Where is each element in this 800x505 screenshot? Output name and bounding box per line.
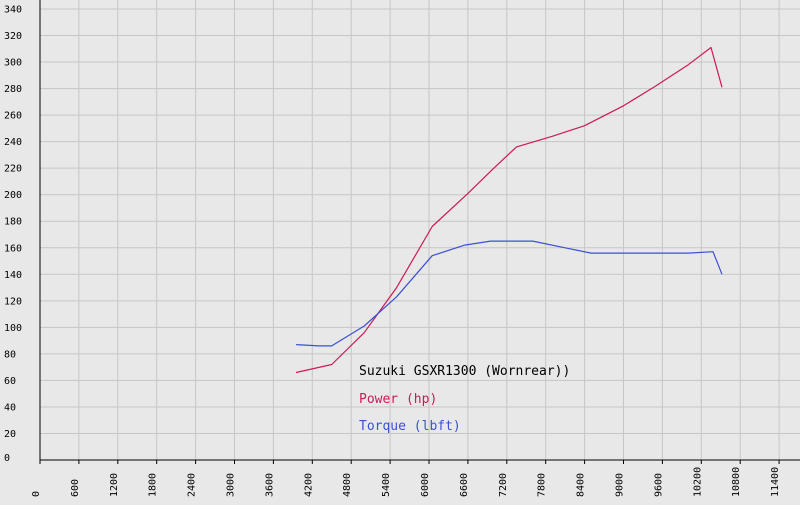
y-tick-label: 280 bbox=[4, 84, 22, 95]
y-tick-label: 320 bbox=[4, 31, 22, 42]
x-tick-label: 0 bbox=[31, 491, 42, 497]
y-tick-label: 0 bbox=[4, 453, 10, 464]
y-tick-labels: 0 20 40 60 80 100 120 140 160 180 200 220 240 260 280 3… bbox=[4, 4, 22, 464]
x-tick-label: 1800 bbox=[148, 473, 159, 497]
x-tick-label: 2400 bbox=[187, 473, 198, 497]
legend: Suzuki GSXR1300 (Wornrear)) Power (hp) T… bbox=[359, 364, 570, 434]
y-tick-label: 80 bbox=[4, 349, 16, 360]
y-tick-label: 140 bbox=[4, 270, 22, 281]
y-tick-label: 240 bbox=[4, 137, 22, 148]
y-tick-label: 220 bbox=[4, 164, 22, 175]
x-tick-label: 6600 bbox=[459, 473, 470, 497]
x-tick-label: 7200 bbox=[498, 473, 509, 497]
x-tick-label: 9000 bbox=[615, 473, 626, 497]
x-tick-label: 9600 bbox=[653, 473, 664, 497]
x-tick-label: 7800 bbox=[537, 473, 548, 497]
x-tick-label: 4200 bbox=[303, 473, 314, 497]
plot-area bbox=[40, 0, 800, 460]
x-tick-label: 10200 bbox=[692, 467, 703, 497]
x-tick-label: 3600 bbox=[264, 473, 275, 497]
x-tick-label: 11400 bbox=[770, 467, 781, 497]
y-tick-label: 60 bbox=[4, 376, 16, 387]
x-tick-label: 5400 bbox=[381, 473, 392, 497]
y-tick-label: 40 bbox=[4, 402, 16, 413]
y-tick-label: 100 bbox=[4, 323, 22, 334]
power-line bbox=[295, 46, 723, 374]
x-tick-label: 600 bbox=[70, 479, 81, 497]
x-tick-label: 8400 bbox=[576, 473, 587, 497]
series-lines bbox=[295, 46, 723, 374]
torque-line bbox=[296, 240, 723, 347]
legend-torque: Torque (lbft) bbox=[359, 419, 461, 434]
grid-lines bbox=[40, 0, 800, 460]
legend-power: Power (hp) bbox=[359, 392, 437, 407]
chart-title: Suzuki GSXR1300 (Wornrear)) bbox=[359, 364, 570, 379]
x-tick-label: 6000 bbox=[420, 473, 431, 497]
x-tick-label: 4800 bbox=[342, 473, 353, 497]
y-tick-label: 200 bbox=[4, 190, 22, 201]
y-tick-label: 300 bbox=[4, 58, 22, 69]
y-tick-label: 260 bbox=[4, 111, 22, 122]
y-tick-label: 120 bbox=[4, 296, 22, 307]
x-tick-label: 1200 bbox=[109, 473, 120, 497]
y-tick-label: 340 bbox=[4, 4, 22, 15]
y-tick-label: 20 bbox=[4, 429, 16, 440]
x-tick-labels: 0 600 1200 1800 2400 3000 3600 4200 4800 5400 6000… bbox=[31, 467, 781, 497]
x-tick-label: 10800 bbox=[731, 467, 742, 497]
y-tick-label: 180 bbox=[4, 217, 22, 228]
x-tick-label: 3000 bbox=[226, 473, 237, 497]
y-tick-label: 160 bbox=[4, 243, 22, 254]
axes bbox=[39, 0, 800, 464]
